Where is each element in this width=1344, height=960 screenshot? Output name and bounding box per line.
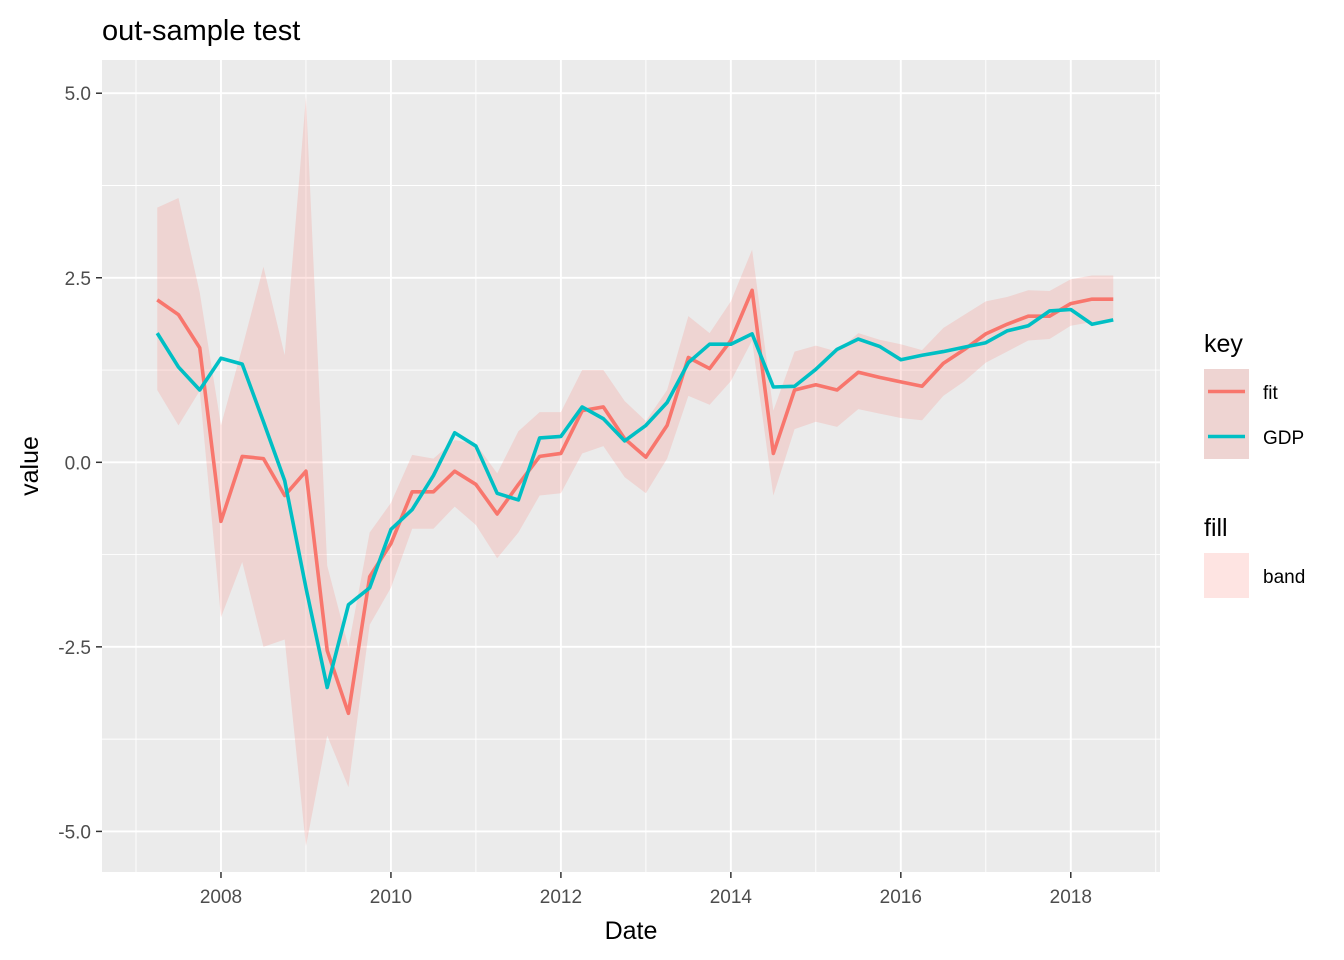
y-tick-label: 2.5 — [65, 269, 91, 290]
legend-item: GDP — [1204, 414, 1304, 459]
y-tick-label: -5.0 — [58, 822, 91, 843]
legend-key-band — [1204, 553, 1249, 598]
x-tick-label: 2008 — [200, 887, 242, 908]
series-line-fit — [156, 288, 1114, 716]
legend-item: band — [1204, 553, 1305, 598]
y-tick-label: -2.5 — [58, 638, 91, 659]
x-axis: 2008 2010 2012 2014 2016 2018 — [200, 872, 1092, 908]
y-tick-label: 0.0 — [65, 453, 91, 474]
y-tick-label: 5.0 — [65, 84, 91, 105]
legend-label: band — [1263, 567, 1305, 588]
legend-title: fill — [1204, 514, 1228, 542]
y-axis: -5.0 -2.5 0.0 2.5 5.0 — [58, 84, 102, 843]
series-line-gdp — [155, 307, 1114, 690]
x-tick-label: 2016 — [880, 887, 922, 908]
legend: key fit GDP fill band — [1204, 330, 1305, 598]
x-tick-label: 2018 — [1050, 887, 1092, 908]
y-axis-title: value — [16, 436, 44, 496]
legend-title: key — [1204, 330, 1243, 358]
legend-label: GDP — [1263, 428, 1304, 449]
x-tick-label: 2010 — [370, 887, 412, 908]
x-tick-label: 2014 — [710, 887, 753, 908]
band-area — [157, 96, 1114, 847]
chart-title: out-sample test — [102, 15, 300, 47]
grid-minor — [102, 60, 1160, 872]
legend-key-bg — [1204, 553, 1249, 598]
grid-major — [102, 60, 1160, 872]
series-lines — [155, 288, 1114, 716]
legend-label: fit — [1263, 383, 1279, 404]
x-tick-label: 2012 — [540, 887, 582, 908]
legend-item: fit — [1204, 369, 1279, 414]
band-layer — [157, 96, 1114, 847]
x-axis-title: Date — [605, 917, 658, 945]
